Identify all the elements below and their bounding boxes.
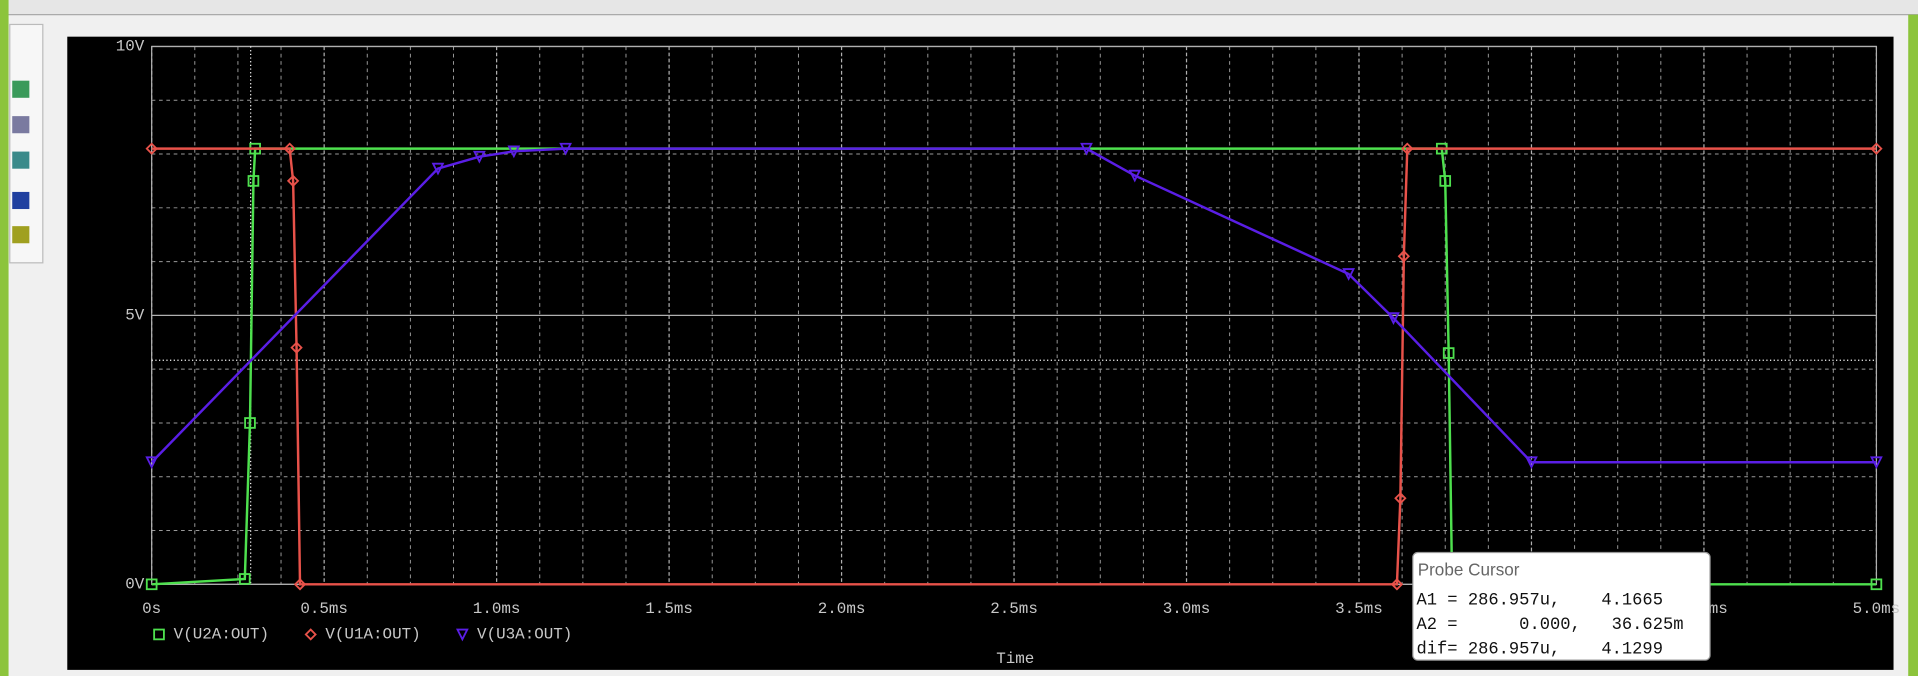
box-row: dif= 286.957u, 4.1299: [1416, 641, 1663, 660]
marker: [145, 142, 158, 155]
marker: [1439, 175, 1452, 187]
marker: [145, 456, 159, 470]
icon[interactable]: [12, 116, 30, 134]
y-tick-label: 10V: [116, 38, 145, 56]
legend-label: V(U2A:OUT): [174, 626, 269, 644]
legend-label: V(U3A:OUT): [477, 626, 572, 644]
marker: [286, 174, 300, 188]
marker: [1387, 312, 1400, 326]
side-toolbar: [9, 23, 44, 264]
x-tick-label: 1.0ms: [473, 600, 521, 618]
marker: [1390, 578, 1404, 591]
y-tick-label: 5V: [125, 307, 145, 325]
marker: [304, 628, 317, 641]
marker: [247, 175, 260, 187]
series-line: [151, 147, 1877, 586]
marker: [431, 162, 445, 176]
x-tick-label: 3.5ms: [1335, 600, 1383, 618]
icon[interactable]: [12, 151, 30, 169]
marker: [153, 628, 165, 641]
marker: [244, 417, 256, 429]
marker: [1342, 268, 1356, 281]
marker: [1525, 456, 1538, 470]
side-icons: [12, 80, 30, 244]
marker: [283, 142, 296, 155]
marker: [559, 142, 572, 156]
x-tick-label: 0.5ms: [300, 600, 348, 618]
marker: [1080, 142, 1093, 156]
marker: [1442, 347, 1455, 359]
icon[interactable]: [12, 80, 30, 98]
icon[interactable]: [12, 226, 30, 244]
x-tick-label: 2.5ms: [990, 600, 1038, 618]
marker: [145, 578, 158, 591]
marker: [1128, 169, 1142, 183]
marker: [1870, 456, 1883, 470]
box-row: A2 = 0.000, 36.625m: [1416, 616, 1683, 635]
x-tick-label: 1.5ms: [645, 600, 693, 618]
x-tick-label: 3.0ms: [1163, 600, 1211, 618]
icon[interactable]: [12, 191, 30, 210]
left-border: [0, 0, 9, 676]
legend-label: V(U1A:OUT): [325, 626, 420, 644]
marker: [1870, 142, 1883, 155]
series-line: [150, 147, 1877, 464]
marker: [290, 341, 303, 354]
right-border: [1908, 14, 1918, 676]
x-tick-label: 0s: [142, 600, 161, 618]
box-title: Probe Cursor: [1418, 560, 1520, 579]
x-tick-label: 2.0ms: [818, 600, 866, 618]
x-axis-label: Time: [996, 650, 1034, 668]
marker: [473, 150, 486, 164]
y-tick-label: 0V: [125, 576, 145, 594]
marker: [1394, 492, 1407, 505]
marker: [1397, 250, 1411, 263]
plot: 0s0.5ms1.0ms1.5ms2.0ms2.5ms3.0ms3.5ms4.0…: [116, 38, 1901, 668]
marker: [507, 145, 521, 159]
marker: [293, 578, 307, 591]
x-tick-label: 5.0ms: [1853, 600, 1901, 618]
marker: [1870, 578, 1883, 591]
box-bg: [1412, 551, 1711, 661]
box-row: A1 = 286.957u, 4.1665: [1416, 592, 1663, 611]
marker: [1401, 142, 1414, 155]
probe-cursor-box: Probe Cursor A1 = 286.957u, 4.1665 A2 = 0.…: [1412, 551, 1711, 661]
toolbar: [0, 0, 1918, 15]
marker: [239, 573, 251, 585]
marker: [455, 628, 469, 642]
